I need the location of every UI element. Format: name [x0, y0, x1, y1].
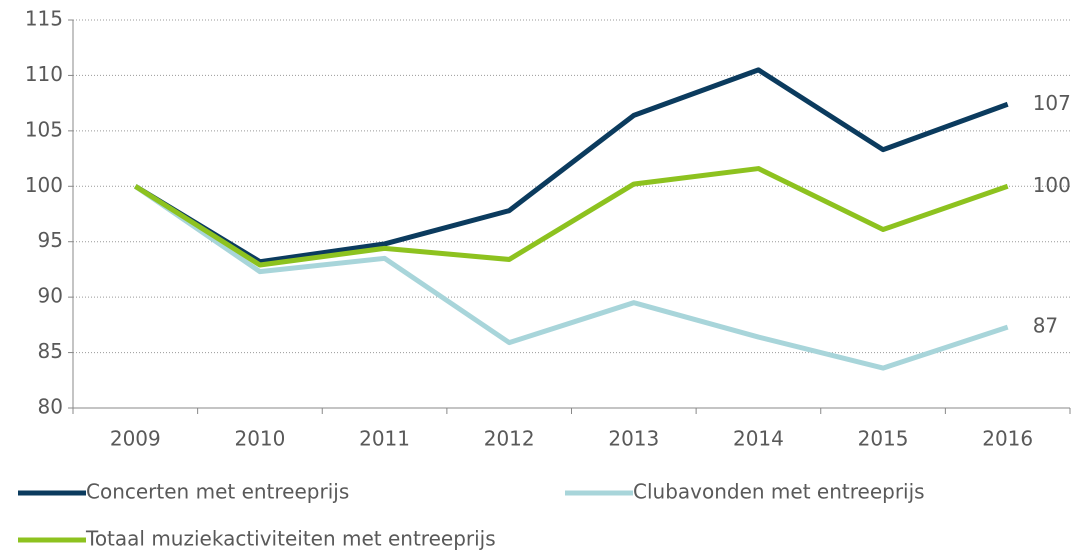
x-tick-label: 2015: [858, 427, 909, 451]
y-tick-label: 115: [25, 7, 63, 31]
x-tick-label: 2013: [608, 427, 659, 451]
value-label: 87: [1033, 314, 1058, 338]
x-tick-label: 2012: [484, 427, 535, 451]
y-tick-label: 85: [38, 339, 63, 363]
y-tick-label: 90: [38, 284, 63, 308]
line: [133, 184, 1009, 371]
legend-label: Concerten met entreeprijs: [86, 480, 349, 504]
y-tick-label: 95: [38, 228, 63, 252]
value-label: 107: [1033, 91, 1071, 115]
x-tick-label: 2011: [359, 427, 410, 451]
line: [134, 67, 1009, 265]
y-tick-label: 105: [25, 117, 63, 141]
y-tick-label: 110: [25, 62, 63, 86]
legend-label: Clubavonden met entreeprijs: [633, 480, 925, 504]
line: [133, 166, 1009, 268]
x-tick-label: 2014: [733, 427, 784, 451]
x-tick-label: 2010: [234, 427, 285, 451]
y-tick-label: 80: [38, 395, 63, 419]
x-tick-label: 2016: [982, 427, 1033, 451]
y-tick-label: 100: [25, 173, 63, 197]
legend-label: Totaal muziekactiviteiten met entreeprij…: [85, 527, 496, 551]
value-label: 100: [1033, 173, 1071, 197]
x-tick-label: 2009: [110, 427, 161, 451]
